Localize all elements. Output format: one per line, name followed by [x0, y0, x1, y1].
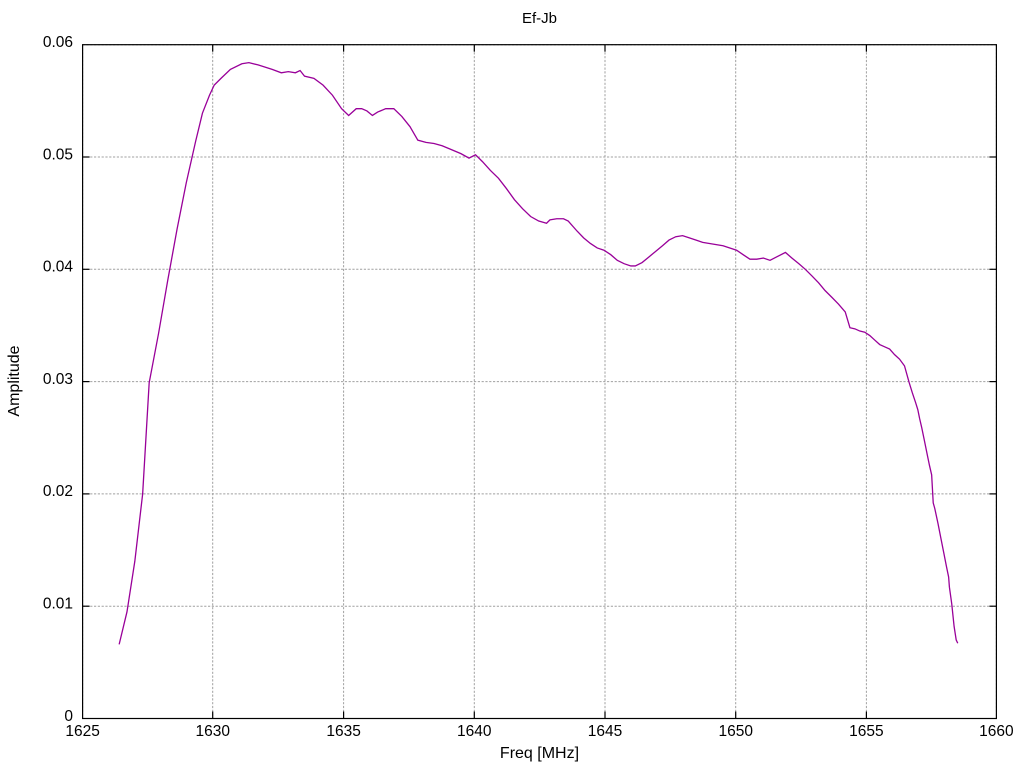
svg-text:1630: 1630: [195, 723, 230, 740]
svg-text:0.04: 0.04: [43, 259, 74, 276]
svg-text:1645: 1645: [588, 723, 622, 740]
svg-text:0.03: 0.03: [43, 371, 73, 388]
svg-text:1655: 1655: [849, 723, 883, 740]
svg-text:0.05: 0.05: [43, 146, 73, 163]
svg-text:1660: 1660: [979, 723, 1014, 740]
svg-text:0: 0: [64, 708, 73, 725]
svg-text:1640: 1640: [457, 723, 492, 740]
svg-text:1650: 1650: [718, 723, 753, 740]
svg-text:1635: 1635: [326, 723, 360, 740]
svg-text:0.02: 0.02: [43, 483, 73, 500]
svg-text:1625: 1625: [65, 723, 99, 740]
svg-text:0.06: 0.06: [43, 34, 73, 51]
svg-text:0.01: 0.01: [43, 595, 73, 612]
